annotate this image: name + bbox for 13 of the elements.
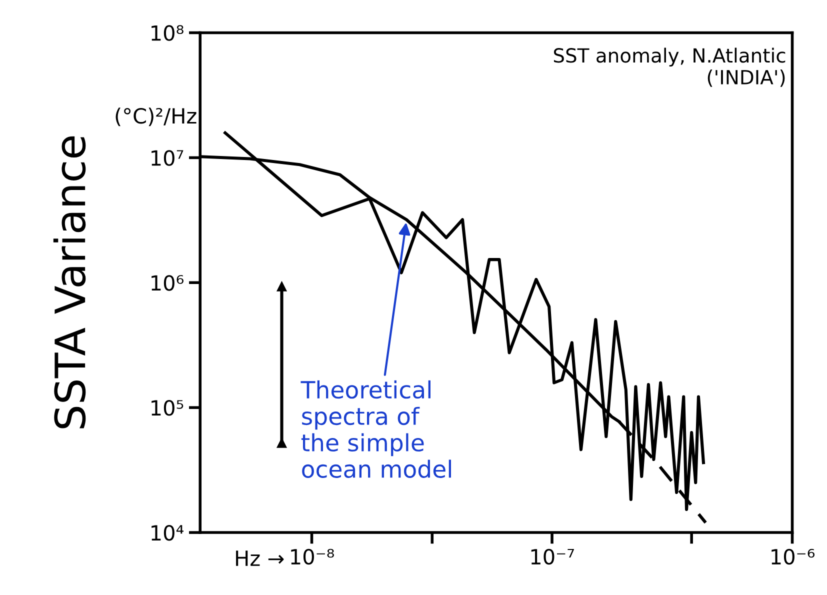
- y-tick-label: 10⁷: [152, 150, 184, 166]
- y-tick-label: 10⁶: [152, 275, 184, 291]
- y-axis-title: SSTA Variance: [53, 136, 86, 428]
- x-tick-label: 10⁻⁷: [531, 548, 574, 565]
- annotation: SST anomaly, N.Atlantic ('INDIA'): [554, 48, 786, 87]
- y-tick-label: 10⁸: [152, 25, 184, 41]
- text: (°C)²/Hz: [116, 108, 196, 126]
- x-tick-label: 10⁻⁶: [772, 548, 815, 565]
- y-tick-label: 10⁵: [152, 400, 184, 416]
- annotation: Theoretical spectra of the simple ocean model: [300, 380, 451, 478]
- y-tick-label: 10⁴: [152, 524, 184, 541]
- x-tick-label: 10⁻⁸: [291, 548, 334, 565]
- x-axis-title: Hz →: [236, 550, 284, 566]
